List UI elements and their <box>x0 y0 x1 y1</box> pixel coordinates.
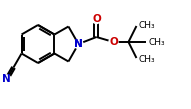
Circle shape <box>74 39 83 49</box>
Text: CH₃: CH₃ <box>148 37 165 47</box>
Text: N: N <box>74 39 83 49</box>
Text: CH₃: CH₃ <box>138 20 155 30</box>
Circle shape <box>92 14 101 24</box>
Text: N: N <box>74 39 83 49</box>
Text: CH₃: CH₃ <box>138 54 155 64</box>
Text: O: O <box>109 37 118 47</box>
Circle shape <box>109 37 118 47</box>
Text: O: O <box>92 14 101 24</box>
Text: N: N <box>2 74 11 84</box>
Circle shape <box>2 75 11 84</box>
